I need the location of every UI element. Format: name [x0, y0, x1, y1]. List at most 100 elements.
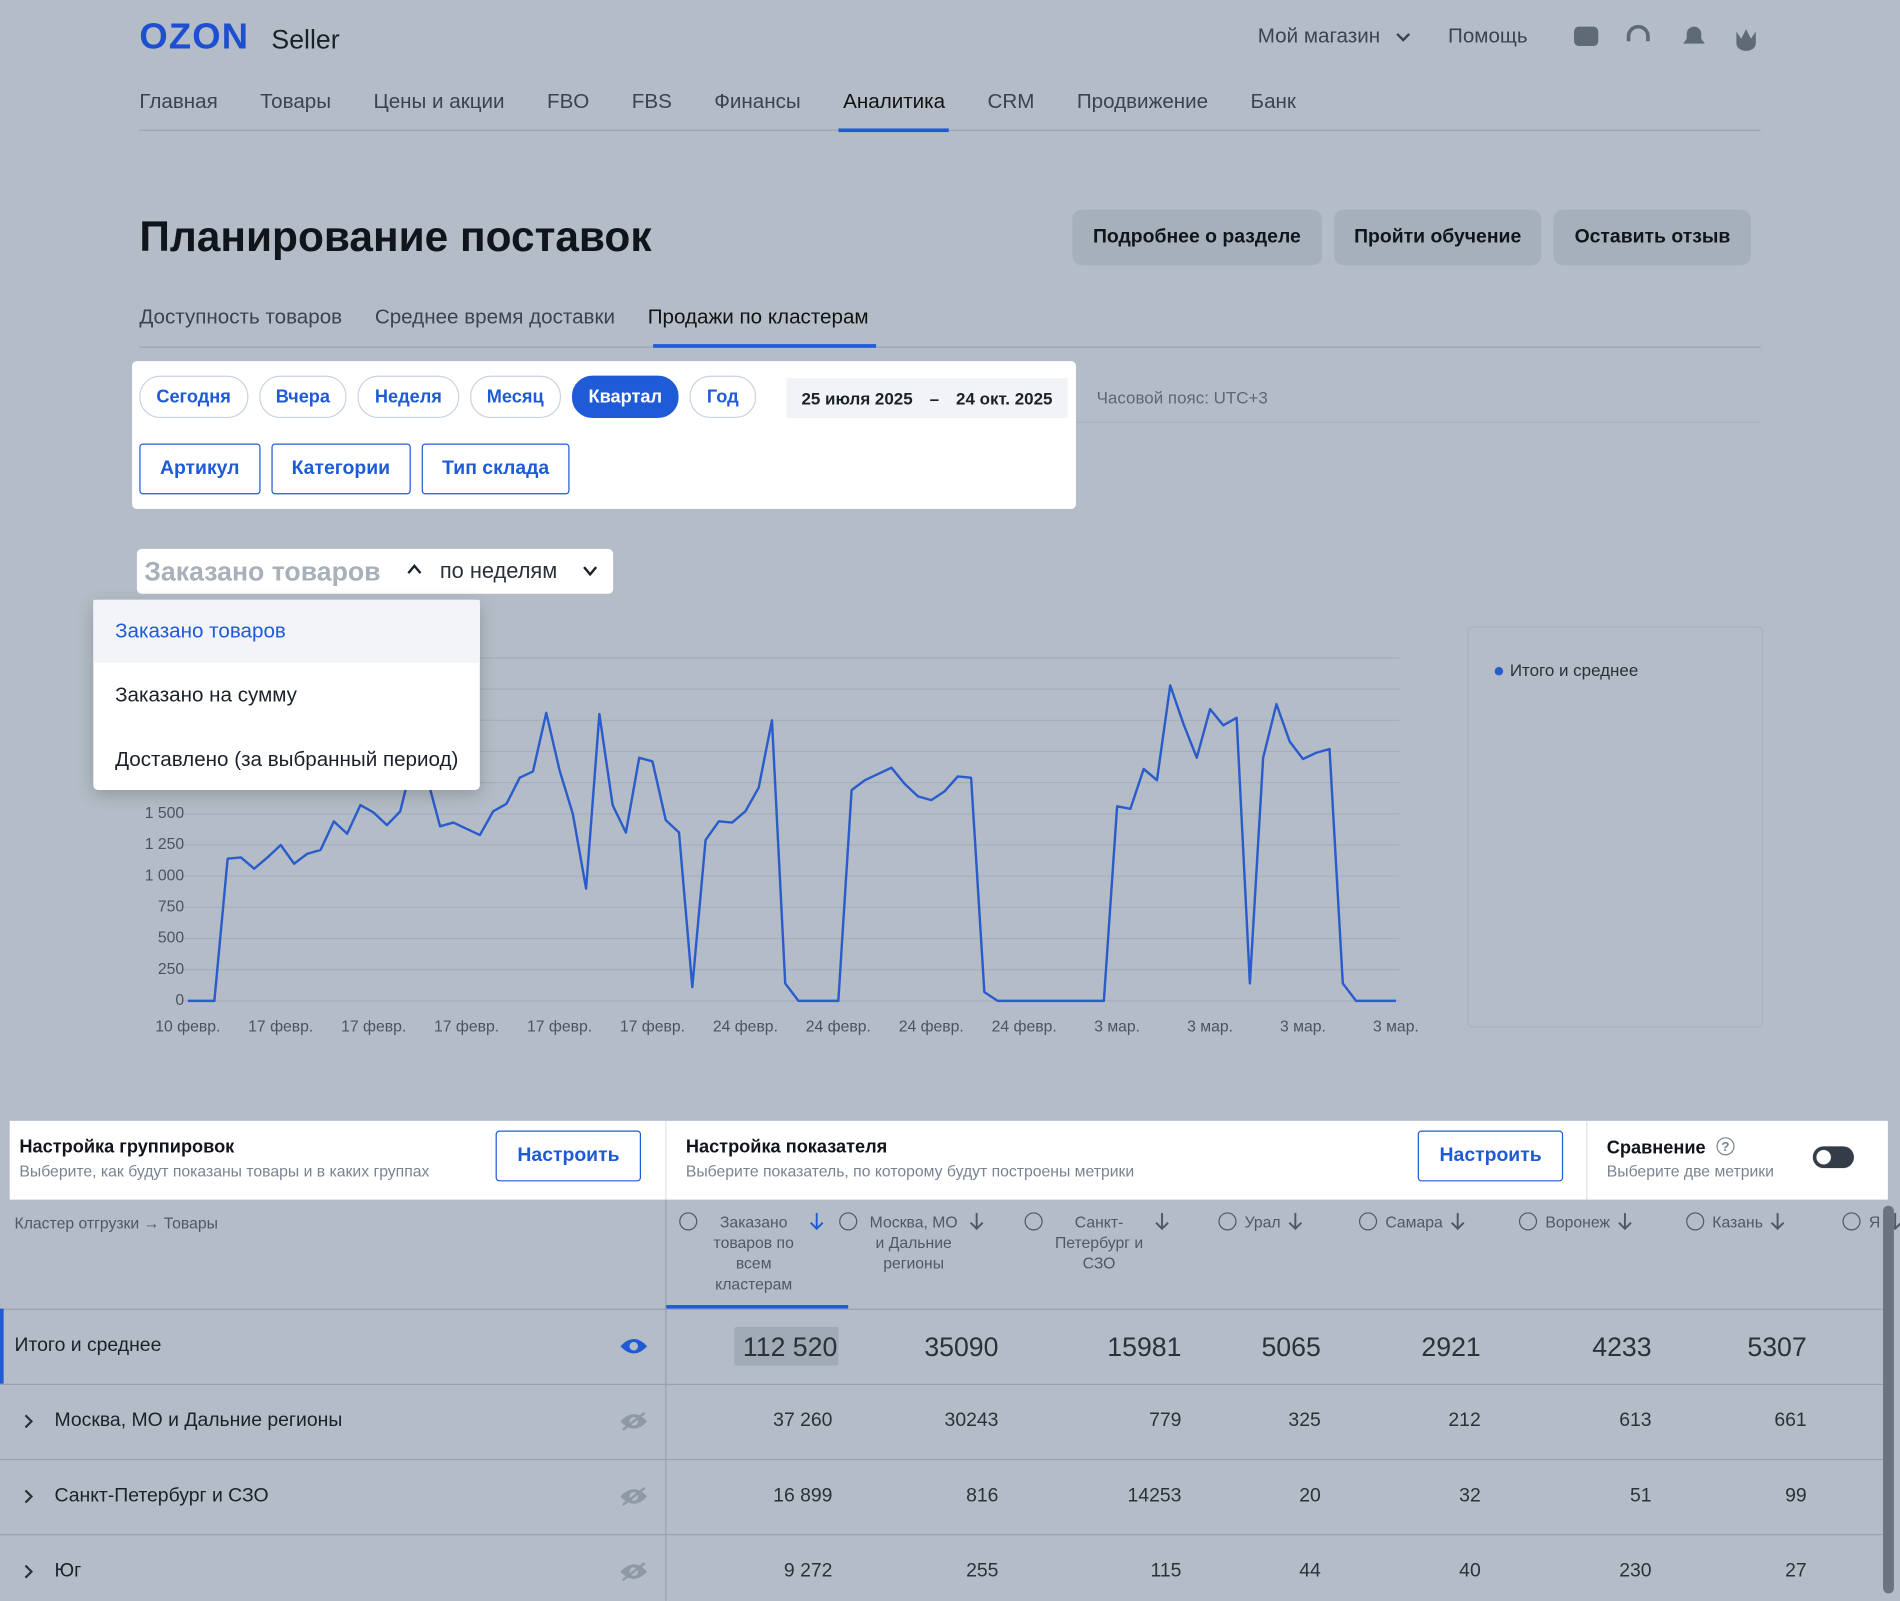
period-pill[interactable]: Вчера [258, 375, 347, 419]
period-pill[interactable]: Месяц [469, 375, 561, 419]
x-tick-label: 24 февр. [713, 1019, 778, 1036]
nav-item[interactable]: Аналитика [843, 89, 946, 113]
cell: 212 [1448, 1410, 1481, 1432]
nav-item[interactable]: FBO [546, 89, 590, 113]
nav-item[interactable]: Товары [260, 89, 332, 113]
period-pill[interactable]: Год [689, 375, 756, 419]
metric-select[interactable] [136, 548, 614, 594]
page-button[interactable]: Подробнее о разделе [1072, 209, 1322, 266]
x-tick-label: 3 мар. [1280, 1019, 1326, 1036]
nav-item[interactable]: Цены и акции [373, 89, 505, 113]
metric-title: Настройка показателя [685, 1136, 888, 1158]
page-button[interactable]: Пройти обучение [1333, 209, 1542, 266]
help-link[interactable]: Помощь [1448, 24, 1528, 48]
expand-chevron[interactable] [23, 1488, 35, 1505]
visibility-icon[interactable] [619, 1562, 648, 1582]
row-name: Юг [54, 1560, 82, 1582]
expand-chevron[interactable] [23, 1413, 35, 1430]
column-header[interactable]: Заказано товаров по всем кластерам [654, 1212, 848, 1294]
legend-item[interactable]: Итого и среднее [1494, 660, 1639, 680]
help-icon[interactable] [679, 1212, 698, 1231]
scrollbar[interactable] [1883, 1205, 1894, 1594]
dropdown-option[interactable]: Заказано на сумму [115, 683, 297, 707]
row-divider [0, 1458, 1885, 1461]
help-icon[interactable] [839, 1212, 858, 1231]
column-header[interactable]: Москва, МО и Дальние регионы [814, 1212, 1008, 1274]
column-header[interactable]: Я [1775, 1212, 1900, 1233]
visibility-icon[interactable] [619, 1487, 648, 1506]
sort-arrow[interactable] [969, 1212, 984, 1231]
help-icon[interactable] [1218, 1212, 1237, 1231]
help-icon[interactable] [1359, 1212, 1378, 1231]
filter-button[interactable]: Категории [271, 443, 411, 495]
help-icon[interactable] [1519, 1212, 1538, 1231]
nav-item[interactable]: Банк [1250, 89, 1296, 113]
period-select[interactable]: по неделям [439, 558, 558, 583]
tab[interactable]: Доступность товаров [139, 305, 343, 329]
logo[interactable]: OZON [139, 16, 250, 57]
cell: 779 [1149, 1410, 1182, 1432]
page-buttons: Подробнее о разделе Пройти обучение Остави… [1072, 209, 1751, 266]
dropdown-option[interactable]: Доставлено (за выбранный период) [115, 747, 459, 771]
help-icon[interactable] [1842, 1212, 1861, 1231]
column-title: Урал [1244, 1212, 1281, 1232]
nav-item[interactable]: Финансы [714, 89, 801, 113]
column-title: Я [1868, 1212, 1881, 1232]
nav-item[interactable]: Главная [139, 89, 218, 113]
sort-arrow[interactable] [1617, 1212, 1632, 1231]
page-button[interactable]: Оставить отзыв [1553, 209, 1751, 266]
nav-item[interactable]: Продвижение [1076, 89, 1209, 113]
comparison-toggle[interactable] [1812, 1145, 1856, 1169]
chevron-down [583, 566, 598, 577]
help-icon[interactable]: ? [1716, 1137, 1735, 1156]
help-icon[interactable] [1024, 1212, 1043, 1231]
cell: 35090 [924, 1331, 999, 1362]
cell: 2921 [1421, 1331, 1481, 1362]
bell-icon[interactable] [1683, 26, 1705, 44]
column-header[interactable]: Санкт-Петербург и СЗО [1000, 1212, 1194, 1274]
nav-item[interactable]: FBS [631, 89, 672, 113]
grouping-button[interactable]: Настроить [495, 1130, 642, 1182]
sort-arrow[interactable] [1155, 1212, 1170, 1231]
cell: 5065 [1261, 1331, 1321, 1362]
tab[interactable]: Среднее время доставки [374, 305, 616, 329]
nav-divider [139, 129, 1761, 131]
column-header[interactable]: Воронеж [1478, 1212, 1672, 1233]
visibility-icon[interactable] [619, 1337, 648, 1356]
visibility-icon[interactable] [619, 1411, 648, 1431]
column-header[interactable]: Урал [1163, 1212, 1357, 1233]
nav-item[interactable]: CRM [987, 89, 1035, 113]
column-header[interactable]: Самара [1315, 1212, 1509, 1233]
cell: 255 [966, 1560, 999, 1582]
period-pill[interactable]: Квартал [571, 375, 680, 419]
sort-arrow[interactable] [1450, 1212, 1465, 1231]
date-separator: – [929, 388, 940, 408]
nav-active-underline [838, 128, 949, 133]
cell: 15981 [1107, 1331, 1182, 1362]
dropdown-option[interactable]: Заказано товаров [93, 599, 480, 663]
crown-icon[interactable] [1736, 29, 1756, 51]
tab[interactable]: Продажи по кластерам [647, 305, 869, 329]
period-pill[interactable]: Неделя [357, 375, 459, 419]
support-icon[interactable] [1626, 24, 1650, 42]
help-icon[interactable] [1686, 1212, 1705, 1231]
cell: 613 [1619, 1410, 1652, 1432]
legend-label: Итого и среднее [1509, 660, 1639, 680]
y-tick-label: 0 [175, 992, 184, 1009]
store-menu[interactable]: Мой магазин [1258, 24, 1410, 48]
period-pill[interactable]: Сегодня [139, 375, 248, 419]
column-header[interactable]: Казань [1638, 1212, 1832, 1233]
y-tick-label: 250 [158, 961, 185, 978]
sort-arrow[interactable] [1288, 1212, 1303, 1231]
filter-button[interactable]: Тип склада [421, 443, 570, 495]
expand-chevron[interactable] [23, 1563, 35, 1580]
chat-icon[interactable] [1574, 26, 1599, 47]
filter-button[interactable]: Артикул [139, 443, 261, 495]
metric-button[interactable]: Настроить [1417, 1130, 1564, 1182]
sort-arrow[interactable] [1770, 1212, 1785, 1231]
date-range[interactable]: 25 июля 2025 – 24 окт. 2025 [786, 378, 1068, 419]
sort-arrow[interactable] [809, 1212, 824, 1231]
